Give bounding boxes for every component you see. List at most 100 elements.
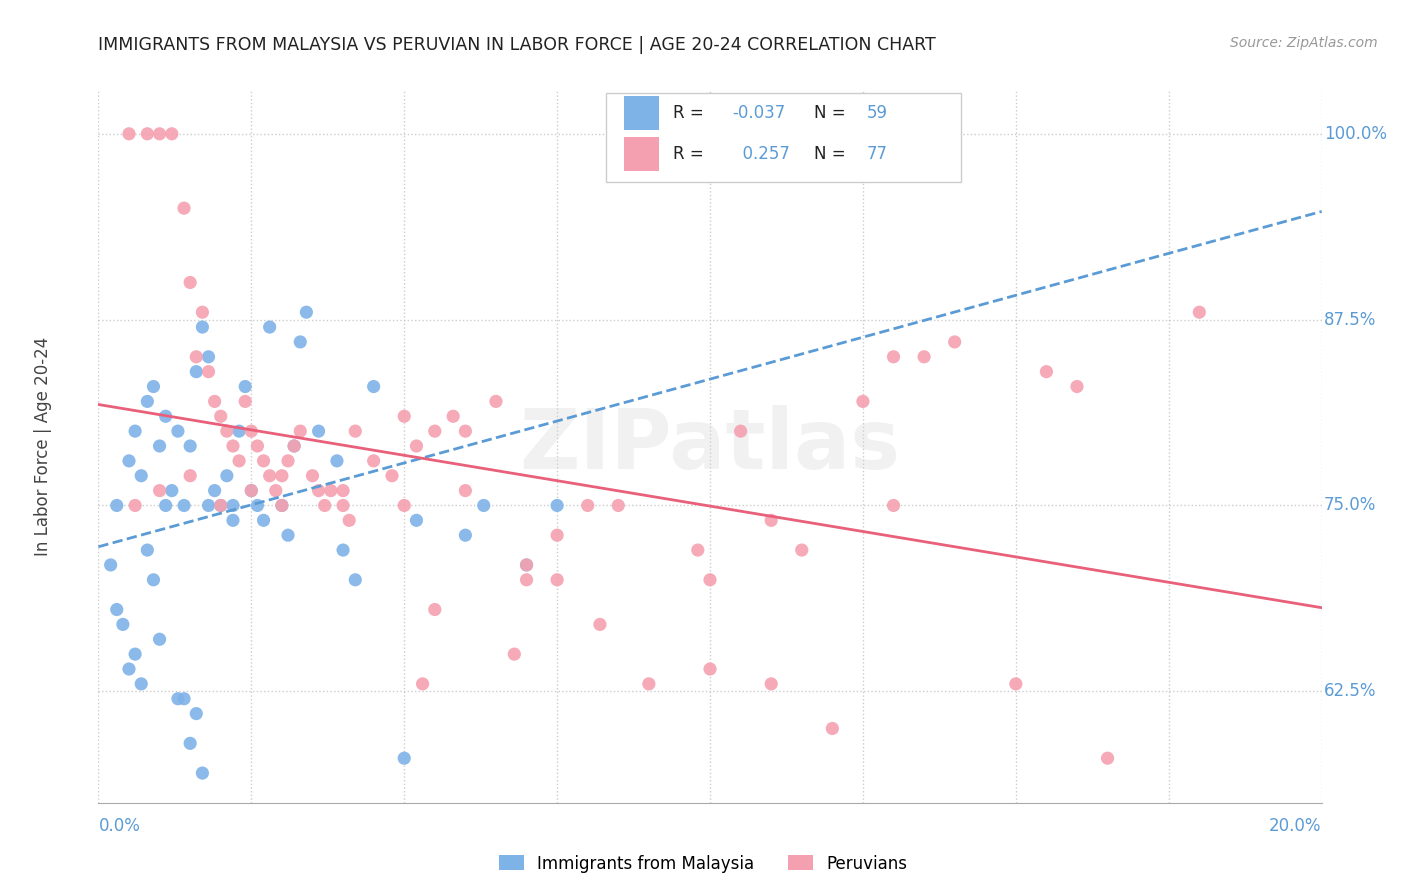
Point [1066,379,1088,393]
Text: 87.5%: 87.5% [1324,310,1376,328]
Point [485,394,508,409]
FancyBboxPatch shape [624,96,658,130]
Point [454,483,477,498]
Point [105,499,128,513]
Point [136,394,159,409]
Point [155,499,177,513]
Point [308,483,330,498]
Point [344,424,367,438]
Point [314,499,336,513]
Point [589,617,612,632]
Point [222,439,245,453]
Point [149,483,172,498]
Point [332,499,354,513]
Point [883,350,905,364]
Point [516,558,538,572]
Point [392,499,416,513]
Point [246,439,269,453]
Point [215,424,238,438]
Text: Source: ZipAtlas.com: Source: ZipAtlas.com [1230,36,1378,50]
Point [405,439,427,453]
Point [209,409,232,424]
Point [441,409,464,424]
Point [129,677,152,691]
Point [264,483,287,498]
Point [730,424,752,438]
Point [516,573,538,587]
Point [124,499,146,513]
Point [179,468,201,483]
Point [160,483,183,498]
Point [191,766,214,780]
Point [149,127,172,141]
Point [124,424,146,438]
Point [111,617,134,632]
Point [405,513,427,527]
Point [308,424,330,438]
Point [686,127,709,141]
Text: 62.5%: 62.5% [1324,682,1376,700]
Point [277,454,299,468]
Point [118,662,141,676]
Point [173,691,195,706]
Point [186,706,208,721]
Point [142,573,165,587]
Point [761,677,783,691]
Point [344,573,367,587]
Point [222,513,245,527]
Point [149,439,172,453]
Point [392,751,416,765]
Point [332,543,354,558]
Point [1035,365,1057,379]
Point [1004,677,1026,691]
Point [699,662,721,676]
Point [319,483,342,498]
Point [761,513,783,527]
Text: N =: N = [814,104,851,122]
Point [332,483,354,498]
Point [943,334,966,349]
Text: 0.0%: 0.0% [98,817,141,835]
Point [381,468,404,483]
Point [204,483,226,498]
Legend: Immigrants from Malaysia, Peruvians: Immigrants from Malaysia, Peruvians [492,848,914,880]
Point [454,424,477,438]
Text: 100.0%: 100.0% [1324,125,1388,143]
Point [546,573,568,587]
Point [186,350,208,364]
Point [363,379,385,393]
Point [142,379,165,393]
Point [228,424,250,438]
FancyBboxPatch shape [624,137,658,171]
Text: R =: R = [673,104,710,122]
Point [1097,751,1119,765]
Point [295,305,318,319]
Text: ZIPatlas: ZIPatlas [520,406,900,486]
Point [209,499,232,513]
Point [167,691,190,706]
Point [423,602,446,616]
Point [129,468,152,483]
Point [301,468,323,483]
Point [222,499,245,513]
Point [240,483,263,498]
Point [259,468,281,483]
Point [337,513,360,527]
Point [546,499,568,513]
Point [607,499,630,513]
Point [204,394,226,409]
Point [173,201,195,215]
Point [392,409,416,424]
Point [503,647,526,661]
Point [283,439,305,453]
Text: In Labor Force | Age 20-24: In Labor Force | Age 20-24 [34,336,52,556]
Point [136,127,159,141]
Text: -0.037: -0.037 [733,104,786,122]
Point [790,543,813,558]
Point [160,127,183,141]
Point [228,454,250,468]
FancyBboxPatch shape [606,93,960,182]
Point [173,499,195,513]
Point [883,499,905,513]
Point [423,424,446,438]
